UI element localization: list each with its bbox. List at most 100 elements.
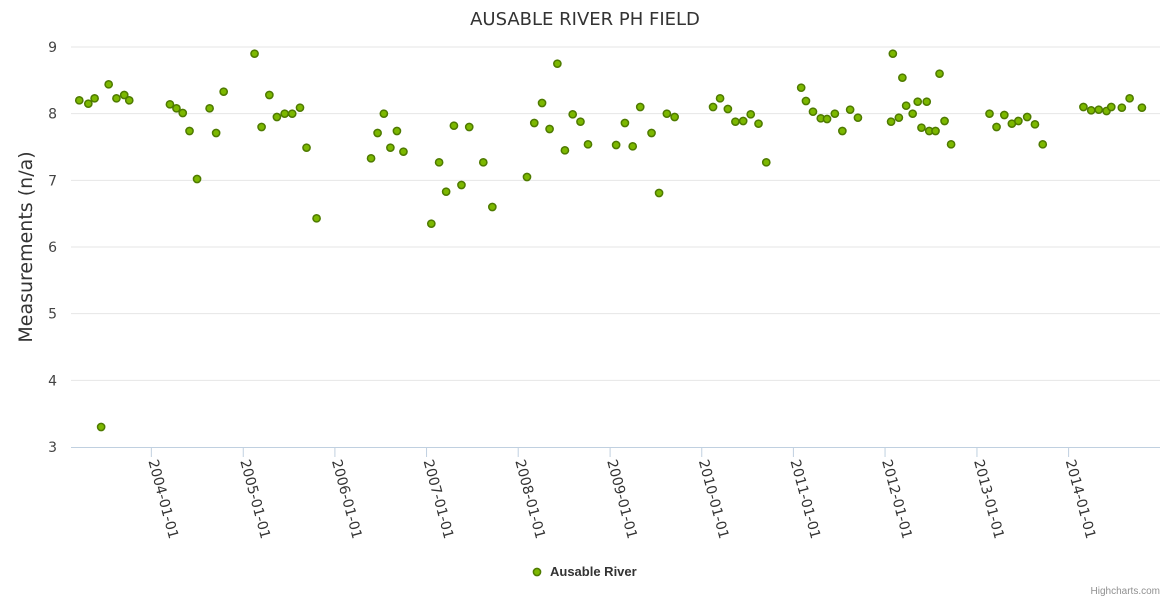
data-point[interactable] [295,103,305,113]
data-point[interactable] [888,49,898,59]
data-point[interactable] [568,109,578,119]
legend-item-ausable-river[interactable]: Ausable River [550,564,637,579]
data-point[interactable] [940,116,949,126]
data-point[interactable] [1137,103,1147,113]
data-point[interactable] [426,219,436,229]
data-point[interactable] [898,73,907,83]
data-point[interactable] [457,180,466,190]
data-point[interactable] [90,93,99,103]
legend[interactable]: Ausable River [532,564,637,579]
data-point[interactable] [801,96,811,106]
data-point[interactable] [1117,103,1127,113]
data-point[interactable] [104,79,114,89]
data-point[interactable] [647,128,656,138]
data-point[interactable] [901,101,911,111]
data-point[interactable] [312,213,321,223]
data-point[interactable] [1086,105,1096,115]
data-point[interactable] [522,172,532,182]
data-point[interactable] [211,128,221,138]
data-point[interactable] [853,113,863,123]
data-point[interactable] [219,87,229,97]
data-point[interactable] [74,95,84,105]
data-point[interactable] [250,49,259,59]
data-point[interactable] [708,102,718,112]
data-point[interactable] [449,121,459,131]
data-point[interactable] [830,109,840,119]
data-point[interactable] [165,99,175,109]
data-point[interactable] [392,126,402,136]
data-point[interactable] [1094,105,1104,115]
data-point[interactable] [272,112,282,122]
data-point[interactable] [1022,112,1032,122]
data-point[interactable] [670,112,679,122]
data-point[interactable] [985,109,994,119]
data-point[interactable] [96,422,106,432]
data-point[interactable] [1030,119,1040,129]
data-point[interactable] [611,140,621,150]
data-point[interactable] [796,83,806,93]
data-point[interactable] [754,119,763,129]
data-point[interactable] [434,157,444,167]
data-point[interactable] [635,102,645,112]
data-point[interactable] [738,116,748,126]
data-point[interactable] [265,90,274,100]
data-point[interactable] [119,90,129,100]
data-point[interactable] [545,124,554,134]
data-point[interactable] [287,109,297,119]
data-point[interactable] [257,122,266,132]
data-point[interactable] [746,109,756,119]
data-point[interactable] [935,69,944,79]
data-point[interactable] [761,157,771,167]
data-point[interactable] [192,174,202,184]
data-point[interactable] [366,153,376,163]
data-point[interactable] [620,118,630,128]
data-point[interactable] [715,93,725,103]
data-point[interactable] [379,109,389,119]
data-point[interactable] [894,113,904,123]
data-point[interactable] [1079,102,1088,112]
data-point[interactable] [373,128,382,138]
data-point[interactable] [280,109,290,119]
data-point[interactable] [178,108,188,118]
data-point[interactable] [922,97,932,107]
data-point[interactable] [1106,102,1116,112]
data-point[interactable] [838,126,847,136]
data-point[interactable] [172,103,181,113]
data-point[interactable] [1125,93,1134,103]
data-point[interactable] [931,126,940,136]
data-point[interactable] [302,143,311,153]
data-point[interactable] [1038,139,1048,149]
data-point[interactable] [478,157,488,167]
data-point[interactable] [583,139,593,149]
data-point[interactable] [576,117,585,127]
data-point[interactable] [999,110,1009,120]
data-point[interactable] [464,122,474,132]
data-point[interactable] [908,109,918,119]
data-point[interactable] [845,105,855,115]
data-point[interactable] [112,93,121,103]
data-point[interactable] [628,141,638,151]
data-point[interactable] [83,99,93,109]
data-point[interactable] [553,59,562,69]
data-point[interactable] [560,145,570,155]
data-point[interactable] [441,187,451,197]
data-point[interactable] [185,126,194,136]
data-point[interactable] [399,147,408,157]
data-point[interactable] [723,104,733,114]
data-point[interactable] [662,109,672,119]
data-point[interactable] [992,122,1001,132]
data-point[interactable] [386,143,395,153]
data-point[interactable] [946,139,956,149]
credits-link[interactable]: Highcharts.com [1091,586,1160,597]
data-point[interactable] [537,98,547,108]
data-point[interactable] [808,107,818,117]
data-point[interactable] [822,114,832,124]
data-point[interactable] [487,202,497,212]
data-point[interactable] [654,188,664,198]
data-point[interactable] [529,118,539,128]
data-point[interactable] [917,123,926,133]
data-point[interactable] [731,117,740,127]
data-point[interactable] [205,103,214,113]
data-point[interactable] [886,117,896,127]
data-point[interactable] [124,95,134,105]
